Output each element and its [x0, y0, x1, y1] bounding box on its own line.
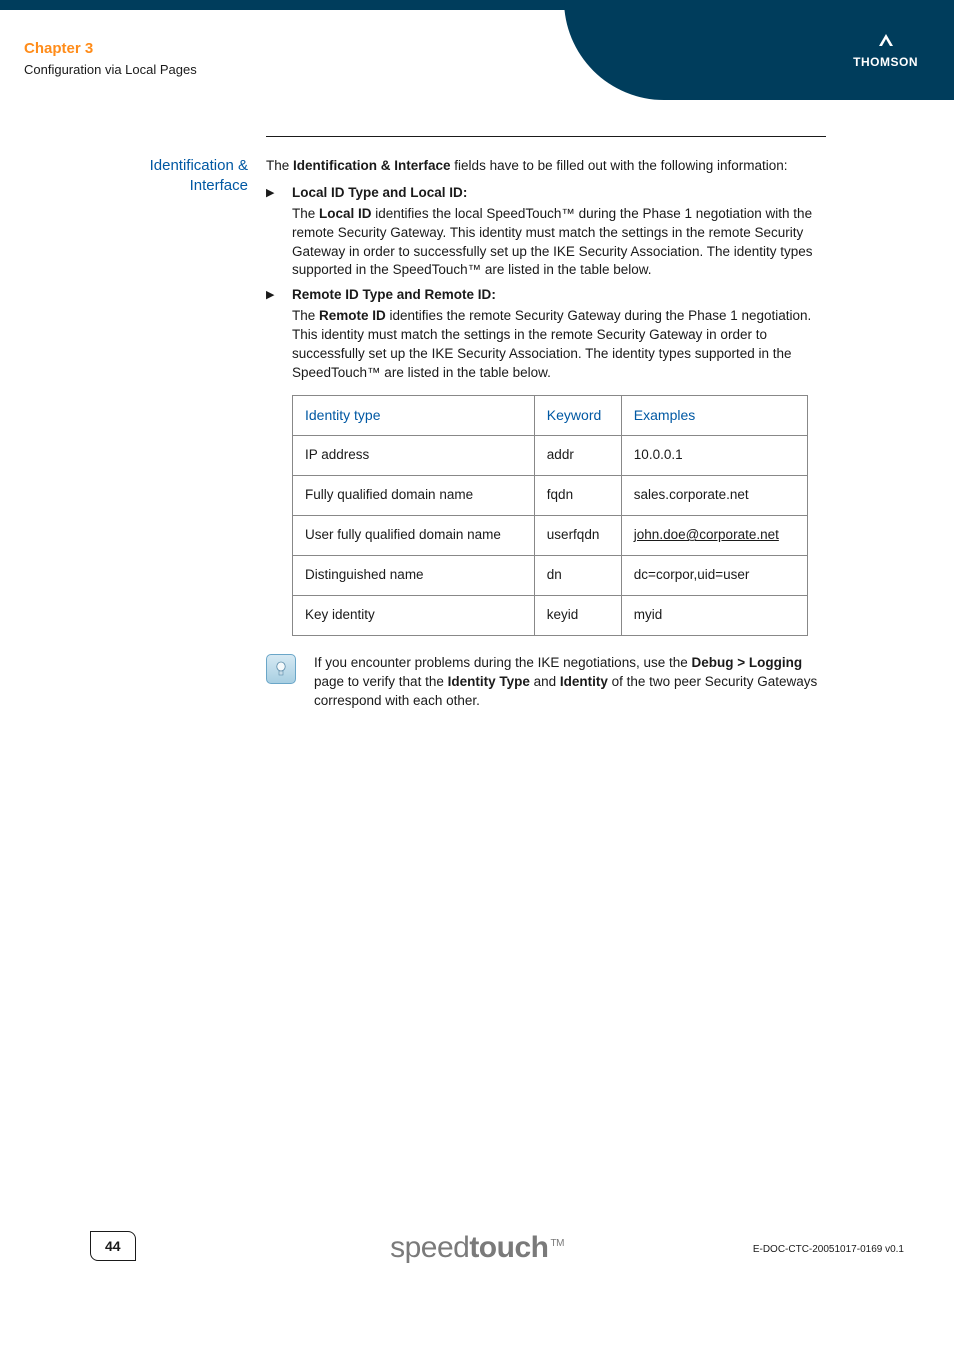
- bullet-desc: The Remote ID identifies the remote Secu…: [292, 307, 826, 383]
- cell: dn: [534, 556, 621, 596]
- tip-t2: page to verify that the: [314, 674, 448, 689]
- page-number: 44: [90, 1231, 136, 1261]
- section-row: Identification & Interface The Identific…: [0, 136, 954, 711]
- intro-suffix: fields have to be filled out with the fo…: [451, 158, 788, 173]
- bt1-1: and: [393, 287, 425, 302]
- section-label: Identification & Interface: [0, 136, 266, 197]
- cell: sales.corporate.net: [621, 476, 807, 516]
- bd1-prefix: The: [292, 308, 319, 323]
- cell: User fully qualified domain name: [293, 516, 535, 556]
- content-area: Identification & Interface The Identific…: [0, 136, 954, 711]
- bullet-content: Remote ID Type and Remote ID: The Remote…: [292, 286, 826, 382]
- cell: 10.0.0.1: [621, 436, 807, 476]
- bullet-item: ▶ Local ID Type and Local ID: The Local …: [266, 184, 826, 280]
- tip-row: If you encounter problems during the IKE…: [266, 654, 826, 711]
- tip-b2: Identity Type: [448, 674, 530, 689]
- doc-id: E-DOC-CTC-20051017-0169 v0.1: [753, 1244, 904, 1255]
- cell: john.doe@corporate.net: [621, 516, 807, 556]
- bt0-0: Local ID Type: [292, 185, 379, 200]
- tip-b3: Identity: [560, 674, 608, 689]
- bullet-item: ▶ Remote ID Type and Remote ID: The Remo…: [266, 286, 826, 382]
- cell: userfqdn: [534, 516, 621, 556]
- bullet-marker-icon: ▶: [266, 286, 292, 382]
- lightbulb-icon: [275, 661, 287, 677]
- table-row: Key identity keyid myid: [293, 595, 808, 635]
- bd0-bold: Local ID: [319, 206, 372, 221]
- tip-icon: [266, 654, 296, 684]
- section-label-line1: Identification &: [150, 157, 248, 174]
- bt0-3: :: [463, 185, 468, 200]
- bullet-marker-icon: ▶: [266, 184, 292, 280]
- footer: 44 speedtouchTM E-DOC-CTC-20051017-0169 …: [0, 1211, 954, 1261]
- bullet-title: Remote ID Type and Remote ID:: [292, 287, 496, 302]
- intro-prefix: The: [266, 158, 293, 173]
- bt1-2: Remote ID: [425, 287, 492, 302]
- section-body: The Identification & Interface fields ha…: [266, 136, 826, 711]
- tip-text: If you encounter problems during the IKE…: [314, 654, 826, 711]
- intro-text: The Identification & Interface fields ha…: [266, 157, 826, 176]
- bt1-0: Remote ID Type: [292, 287, 393, 302]
- bd1-bold: Remote ID: [319, 308, 386, 323]
- table-row: Fully qualified domain name fqdn sales.c…: [293, 476, 808, 516]
- table-row: User fully qualified domain name userfqd…: [293, 516, 808, 556]
- chapter-label: Chapter 3: [24, 40, 93, 57]
- chapter-subtitle: Configuration via Local Pages: [24, 62, 197, 77]
- cell: Fully qualified domain name: [293, 476, 535, 516]
- bullet-title: Local ID Type and Local ID:: [292, 185, 467, 200]
- cell: dc=corpor,uid=user: [621, 556, 807, 596]
- bt1-3: :: [491, 287, 496, 302]
- cell: Key identity: [293, 595, 535, 635]
- bt0-1: and: [379, 185, 411, 200]
- bullet-desc: The Local ID identifies the local SpeedT…: [292, 205, 826, 281]
- speedtouch-logo: speedtouchTM: [390, 1231, 564, 1265]
- th-keyword: Keyword: [534, 395, 621, 436]
- bullet-content: Local ID Type and Local ID: The Local ID…: [292, 184, 826, 280]
- logo-tm: TM: [550, 1238, 563, 1249]
- tip-t1: If you encounter problems during the IKE…: [314, 655, 692, 670]
- th-examples: Examples: [621, 395, 807, 436]
- logo-light: speed: [390, 1231, 469, 1264]
- thomson-icon: [853, 32, 918, 53]
- tip-t3: and: [530, 674, 560, 689]
- bt0-2: Local ID: [410, 185, 463, 200]
- table-row: IP address addr 10.0.0.1: [293, 436, 808, 476]
- cell: myid: [621, 595, 807, 635]
- cell: keyid: [534, 595, 621, 635]
- cell: Distinguished name: [293, 556, 535, 596]
- bd0-prefix: The: [292, 206, 319, 221]
- thomson-text: THOMSON: [853, 55, 918, 69]
- cell: IP address: [293, 436, 535, 476]
- section-label-line2: Interface: [190, 177, 248, 194]
- logo-bold: touch: [469, 1231, 548, 1264]
- cell: fqdn: [534, 476, 621, 516]
- cell: addr: [534, 436, 621, 476]
- tip-b1: Debug > Logging: [692, 655, 803, 670]
- table-row: Distinguished name dn dc=corpor,uid=user: [293, 556, 808, 596]
- th-identity-type: Identity type: [293, 395, 535, 436]
- table-header-row: Identity type Keyword Examples: [293, 395, 808, 436]
- identity-table: Identity type Keyword Examples IP addres…: [292, 395, 808, 636]
- intro-bold: Identification & Interface: [293, 158, 451, 173]
- thomson-logo: THOMSON: [853, 32, 918, 69]
